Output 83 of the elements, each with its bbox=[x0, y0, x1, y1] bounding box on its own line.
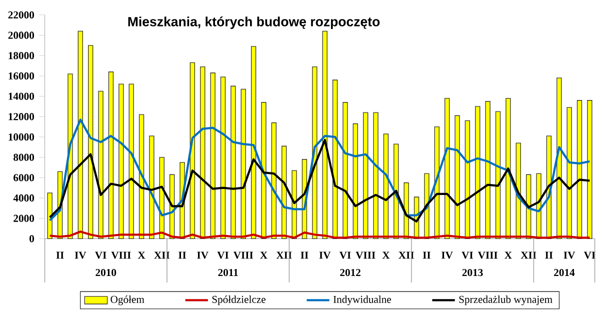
x-tick-label: VIII bbox=[356, 252, 376, 259]
x-tick-label: X bbox=[504, 252, 512, 259]
text: 2011 bbox=[218, 268, 238, 276]
x-tick-label: IV bbox=[74, 252, 86, 259]
bar bbox=[210, 72, 216, 239]
bar bbox=[138, 114, 144, 239]
x-tick-label: II bbox=[178, 252, 186, 259]
legend-label: Ogółem bbox=[110, 295, 144, 306]
x-tick-label: VIII bbox=[478, 252, 498, 259]
y-tick-label: 12000 bbox=[8, 112, 34, 120]
x-tick-label: II bbox=[422, 252, 430, 259]
text: 2013 bbox=[462, 268, 483, 276]
bar bbox=[230, 86, 236, 239]
chart-title: Mieszkania, których budowę rozpoczęto bbox=[128, 16, 380, 29]
x-tick-label: VI bbox=[339, 252, 351, 259]
x-tick-label: VI bbox=[95, 252, 106, 259]
x-tick-label: XII bbox=[398, 252, 414, 259]
text: 2012 bbox=[340, 268, 360, 276]
bar bbox=[454, 115, 460, 239]
x-tick-label: II bbox=[300, 252, 308, 259]
bar bbox=[352, 123, 358, 239]
y-tick-label: 18000 bbox=[8, 52, 34, 60]
bar bbox=[556, 78, 562, 239]
bar bbox=[485, 100, 490, 239]
bar bbox=[464, 120, 470, 239]
line-series bbox=[48, 118, 591, 222]
bar bbox=[444, 98, 450, 239]
x-tick-label: II bbox=[56, 252, 64, 259]
x-tick-label: X bbox=[260, 252, 268, 259]
y-tick-label: 6000 bbox=[14, 174, 34, 182]
bar bbox=[108, 71, 114, 239]
text: 2014 bbox=[554, 268, 575, 276]
x-tick-label: IV bbox=[197, 252, 208, 259]
x-tick-label: X bbox=[138, 252, 146, 259]
y-tick-label: 14000 bbox=[8, 92, 34, 100]
bar bbox=[261, 102, 266, 239]
x-tick-label: IV bbox=[319, 252, 331, 259]
y-tick-label: 16000 bbox=[8, 72, 34, 80]
legend-label: Spółdzielcze bbox=[212, 295, 266, 306]
y-tick-label: 8000 bbox=[14, 154, 34, 161]
bar bbox=[506, 98, 511, 239]
bar bbox=[495, 111, 501, 239]
bar bbox=[373, 112, 378, 239]
bar bbox=[250, 46, 256, 239]
bar bbox=[149, 136, 154, 239]
x-tick-label: II bbox=[545, 252, 553, 259]
bar bbox=[220, 76, 226, 239]
bar bbox=[271, 122, 277, 239]
y-tick-label: 0 bbox=[30, 235, 34, 242]
x-tick-label: VI bbox=[217, 252, 229, 259]
bar bbox=[118, 84, 124, 239]
bar bbox=[363, 112, 368, 239]
bar bbox=[566, 107, 572, 239]
y-tick-label: 10000 bbox=[8, 133, 34, 140]
x-tick-label: IV bbox=[442, 252, 453, 259]
bar bbox=[78, 30, 83, 239]
bar bbox=[200, 66, 206, 239]
y-tick-label: 2000 bbox=[14, 214, 34, 222]
y-tick-label: 22000 bbox=[8, 11, 34, 18]
x-tick-label: VI bbox=[462, 252, 473, 259]
bar bbox=[332, 80, 338, 239]
bar bbox=[88, 44, 94, 239]
bar bbox=[576, 100, 582, 239]
legend-label: Sprzedażlub wynajem bbox=[459, 295, 552, 306]
bar bbox=[98, 90, 104, 239]
x-tick-label: VIII bbox=[111, 252, 131, 259]
y-tick-label: 4000 bbox=[13, 194, 34, 202]
x-tick-label: XII bbox=[154, 252, 170, 259]
bar bbox=[587, 100, 592, 239]
x-tick-label: VI bbox=[584, 252, 596, 259]
bar bbox=[383, 133, 389, 239]
bar bbox=[322, 30, 328, 239]
bar bbox=[342, 102, 348, 239]
legend-label: Indywidualne bbox=[333, 295, 392, 306]
text: 2010 bbox=[96, 268, 116, 276]
x-tick-label: VIII bbox=[233, 252, 254, 259]
bar bbox=[240, 88, 246, 239]
y-tick-label: 20000 bbox=[8, 32, 34, 39]
bar bbox=[475, 106, 480, 239]
bar bbox=[128, 84, 134, 239]
line-series bbox=[48, 138, 591, 222]
x-tick-label: IV bbox=[564, 252, 576, 259]
x-tick-label: X bbox=[382, 252, 390, 259]
